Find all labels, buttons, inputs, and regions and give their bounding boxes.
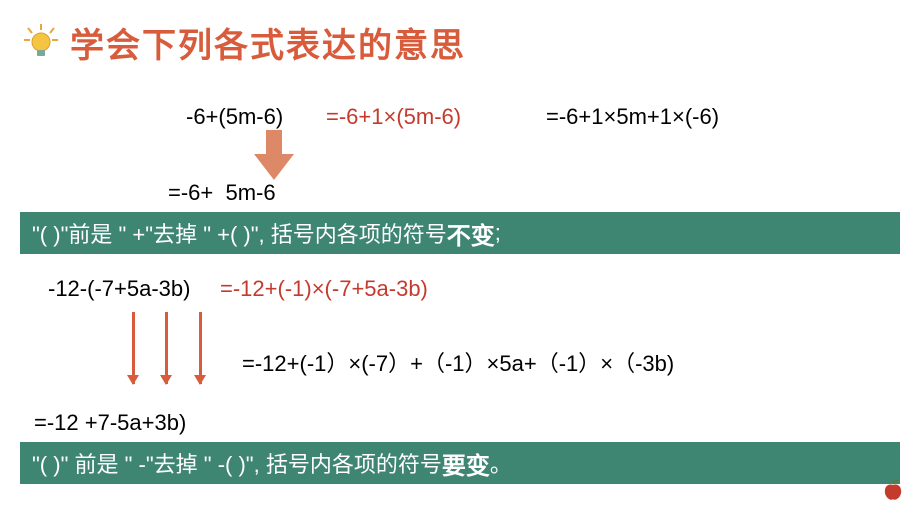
expr1-d: =-6+ 5m-6	[168, 180, 276, 206]
expr2-a: -12-(-7+5a-3b)	[48, 276, 190, 302]
lightbulb-icon	[20, 22, 62, 64]
expr1-b: =-6+1×(5m-6)	[326, 104, 461, 130]
rule2-prefix: "( )" 前是 " -"去掉 " -( )", 括号内各项的符号	[32, 447, 442, 479]
rule2-bar: "( )" 前是 " -"去掉 " -( )", 括号内各项的符号 要变 。	[20, 442, 900, 484]
down-lines	[132, 312, 228, 389]
rule1-bold: 不变	[447, 216, 495, 251]
expr2-c: =-12+(-1）×(-7）+（-1）×5a+（-1）×（-3b)	[242, 346, 674, 378]
expr2-b: =-12+(-1)×(-7+5a-3b)	[220, 276, 428, 302]
page-title: 学会下列各式表达的意思	[70, 18, 466, 67]
rule2-suffix: 。	[490, 447, 512, 479]
rule1-prefix: "( )"前是 " +"去掉 " +( )", 括号内各项的符号	[32, 217, 447, 249]
expr1-c: =-6+1×5m+1×(-6)	[546, 104, 719, 130]
apple-icon	[880, 477, 906, 508]
expr1-d-pre: =-6+	[168, 180, 213, 205]
expr2-d: =-12 +7-5a+3b)	[34, 410, 186, 436]
expr1-a: -6+(5m-6)	[186, 104, 283, 130]
rule1-suffix: ;	[495, 220, 501, 246]
rule2-bold: 要变	[442, 446, 490, 481]
rule1-bar: "( )"前是 " +"去掉 " +( )", 括号内各项的符号 不变 ;	[20, 212, 900, 254]
expr1-d-post: 5m-6	[226, 180, 276, 205]
